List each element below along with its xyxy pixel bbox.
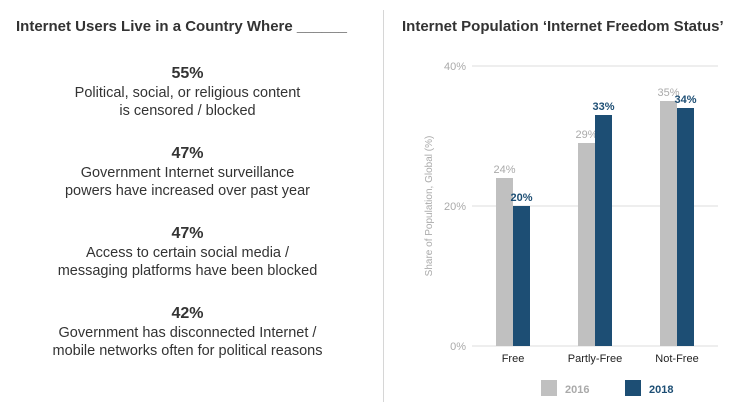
stat-item: 42% Government has disconnected Internet… (0, 304, 375, 384)
bar-data-label: 29% (575, 129, 597, 141)
stat-text-line: Political, social, or religious content (74, 85, 301, 101)
stats-list: 55% Political, social, or religious cont… (0, 64, 375, 384)
stat-text-line: powers have increased over past year (64, 183, 311, 199)
y-tick-label: 20% (444, 201, 466, 213)
bar-2016 (578, 143, 595, 346)
stat-text-line: mobile networks often for political reas… (52, 343, 323, 359)
stat-item: 47% Access to certain social media / mes… (0, 224, 375, 304)
stat-value: 47% (171, 145, 204, 162)
legend-label: 2018 (649, 384, 673, 396)
stat-value: 55% (171, 65, 204, 82)
bar-data-label: 33% (592, 101, 614, 113)
bar-2018 (677, 108, 694, 346)
stat-text-line: messaging platforms have been blocked (57, 263, 318, 279)
bar-data-label: 35% (657, 87, 679, 99)
y-tick-label: 0% (450, 341, 466, 353)
left-title: Internet Users Live in a Country Where _… (16, 18, 347, 35)
x-tick-label: Free (502, 353, 525, 365)
bar-data-label: 34% (674, 94, 696, 106)
legend-label: 2016 (565, 384, 589, 396)
chart-title: Internet Population ‘Internet Freedom St… (402, 18, 724, 35)
panel-divider (383, 10, 384, 402)
x-tick-label: Not-Free (655, 353, 698, 365)
stat-text-line: Government Internet surveillance (80, 165, 295, 181)
left-panel: Internet Users Live in a Country Where _… (0, 18, 375, 384)
stat-value: 42% (171, 305, 204, 322)
bar-2018 (595, 115, 612, 346)
y-axis-label: Share of Population, Global (%) (424, 136, 435, 277)
stat-text-line: is censored / blocked (119, 103, 256, 119)
bar-2018 (513, 206, 530, 346)
legend-swatch-2016 (541, 380, 557, 396)
stat-item: 55% Political, social, or religious cont… (0, 64, 375, 144)
stat-text-line: Access to certain social media / (85, 245, 290, 261)
stat-value: 47% (171, 225, 204, 242)
bar-data-label: 20% (510, 192, 532, 204)
stat-text-line: Government has disconnected Internet / (58, 325, 317, 341)
legend-swatch-2018 (625, 380, 641, 396)
bar-data-label: 24% (493, 164, 515, 176)
stat-item: 47% Government Internet surveillance pow… (0, 144, 375, 224)
x-tick-label: Partly-Free (568, 353, 622, 365)
bar-2016 (496, 178, 513, 346)
bar-2016 (660, 101, 677, 346)
y-tick-label: 40% (444, 61, 466, 73)
